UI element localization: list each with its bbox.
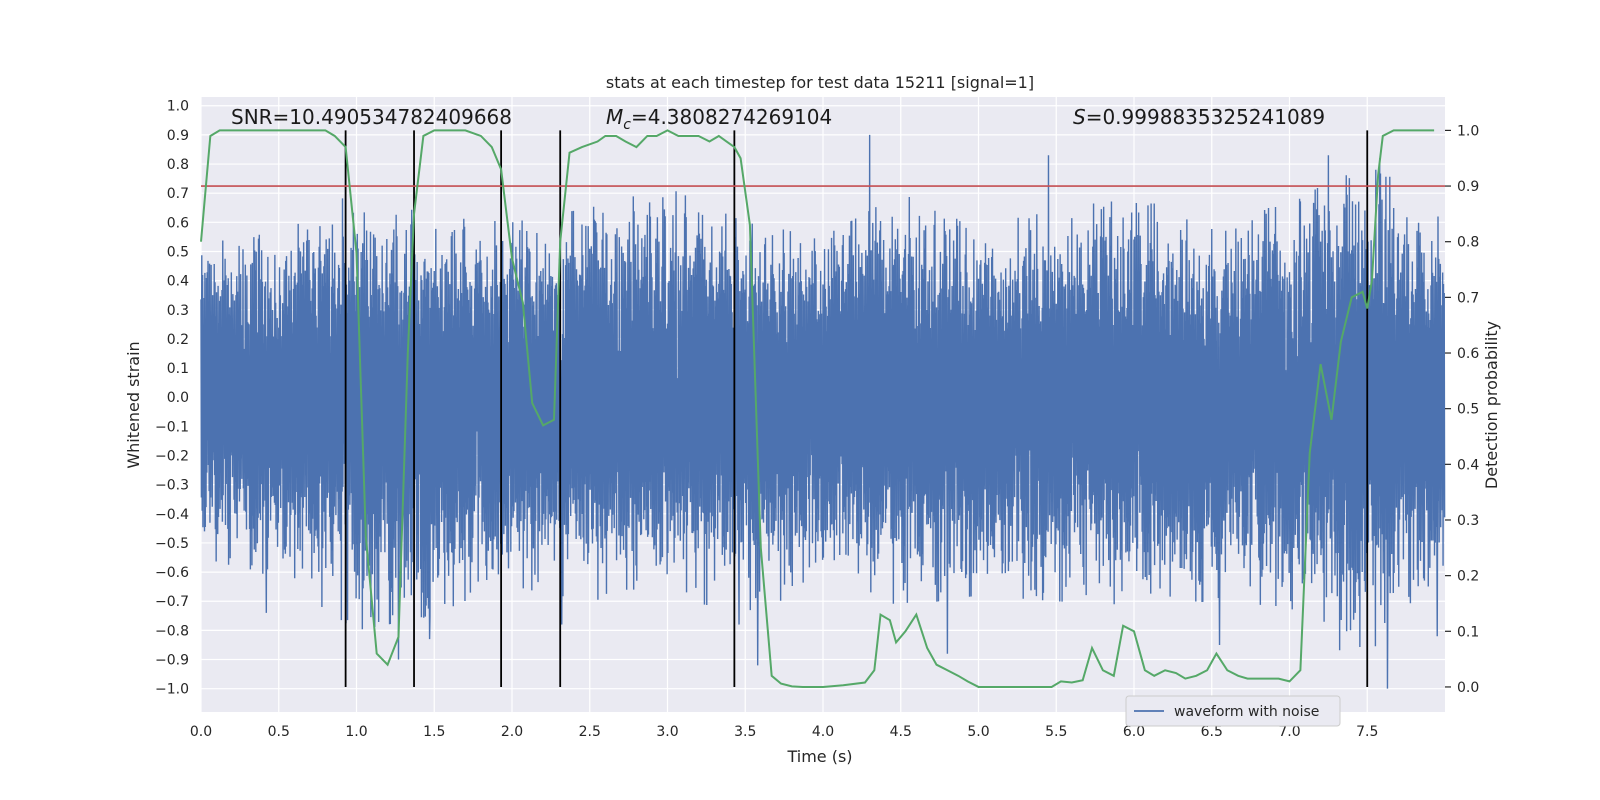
x-tick-label: 2.0 <box>501 724 523 740</box>
chirp-mass-subscript: c <box>623 117 631 133</box>
statistic-value: =0.9998835325241089 <box>1086 105 1325 129</box>
y-right-tick-label: 0.5 <box>1457 402 1479 418</box>
y-left-tick-label: −0.2 <box>155 449 189 465</box>
y-right-tick-label: 0.6 <box>1457 346 1479 362</box>
x-tick-label: 6.5 <box>1201 724 1223 740</box>
y-left-tick-label: −1.0 <box>155 682 189 698</box>
x-tick-label: 1.0 <box>345 724 367 740</box>
x-axis-label: Time (s) <box>786 747 852 766</box>
snr-annotation: SNR=10.490534782409668 <box>231 105 512 129</box>
statistic-symbol: S <box>1073 105 1086 129</box>
waveform-line <box>200 134 1446 689</box>
y-left-axis-ticks: 1.0 0.9 0.8 0.7 0.6 0.5 0.4 0.3 0.2 0.1 0.0 −0.1 −0.… <box>155 99 189 698</box>
x-tick-label: 5.0 <box>967 724 989 740</box>
y-right-tick-label: 0.9 <box>1457 179 1479 195</box>
legend-label: waveform with noise <box>1174 704 1319 720</box>
y-left-axis-label: Whitened strain <box>124 341 143 468</box>
y-left-tick-label: −0.4 <box>155 507 189 523</box>
y-right-tick-label: 0.7 <box>1457 290 1479 306</box>
x-tick-label: 3.5 <box>734 724 756 740</box>
y-left-tick-label: 0.9 <box>167 128 189 144</box>
y-left-tick-label: −0.7 <box>155 594 189 610</box>
y-left-tick-label: 0.0 <box>167 390 189 406</box>
y-left-tick-label: 0.2 <box>167 332 189 348</box>
x-tick-label: 0.0 <box>190 724 212 740</box>
chirp-mass-symbol: M <box>606 105 623 129</box>
y-right-axis-ticks: 1.0 0.9 0.8 0.7 0.6 0.5 0.4 0.3 0.2 0.1 0.0 <box>1445 123 1479 696</box>
y-left-tick-label: −0.9 <box>155 653 189 669</box>
legend: waveform with noise <box>1125 695 1341 727</box>
y-right-tick-label: 0.3 <box>1457 513 1479 529</box>
y-right-tick-label: 0.0 <box>1457 680 1479 696</box>
y-left-tick-label: −0.8 <box>155 623 189 639</box>
x-tick-label: 7.0 <box>1278 724 1300 740</box>
y-left-tick-label: 0.1 <box>167 361 189 377</box>
x-tick-label: 4.5 <box>890 724 912 740</box>
y-right-tick-label: 0.1 <box>1457 624 1479 640</box>
y-right-tick-label: 0.8 <box>1457 235 1479 251</box>
y-right-tick-label: 0.4 <box>1457 457 1479 473</box>
y-left-tick-label: 1.0 <box>167 99 189 115</box>
y-left-tick-label: 0.3 <box>167 303 189 319</box>
y-left-tick-label: −0.6 <box>155 565 189 581</box>
y-left-tick-label: 0.8 <box>167 157 189 173</box>
x-axis-ticks: 0.0 0.5 1.0 1.5 2.0 2.5 3.0 3.5 4.0 4.5 5.0 5.5 6.0 6… <box>190 724 1379 740</box>
probability-line <box>200 129 1435 688</box>
y-left-tick-label: 0.5 <box>167 244 189 260</box>
chart-title: stats at each timestep for test data 152… <box>606 73 1034 92</box>
y-right-tick-label: 0.2 <box>1457 569 1479 585</box>
x-tick-label: 1.5 <box>423 724 445 740</box>
x-tick-label: 0.5 <box>268 724 290 740</box>
chirp-mass-annotation: Mc=4.3808274269104 <box>606 105 832 133</box>
x-tick-label: 5.5 <box>1045 724 1067 740</box>
y-right-tick-label: 1.0 <box>1457 123 1479 139</box>
x-tick-label: 3.0 <box>656 724 678 740</box>
y-left-tick-label: −0.3 <box>155 478 189 494</box>
y-left-tick-label: −0.1 <box>155 419 189 435</box>
y-left-tick-label: 0.4 <box>167 274 189 290</box>
x-tick-label: 4.0 <box>812 724 834 740</box>
y-right-axis-label: Detection probability <box>1482 321 1501 489</box>
detection-statistic-annotation: S=0.9998835325241089 <box>1073 105 1325 129</box>
chirp-mass-value: =4.3808274269104 <box>631 105 832 129</box>
y-left-tick-label: 0.6 <box>167 215 189 231</box>
x-tick-label: 7.5 <box>1356 724 1378 740</box>
y-left-tick-label: 0.7 <box>167 186 189 202</box>
legend-box <box>1125 695 1341 727</box>
y-left-tick-label: −0.5 <box>155 536 189 552</box>
x-tick-label: 2.5 <box>579 724 601 740</box>
x-tick-label: 6.0 <box>1123 724 1145 740</box>
waveform-series <box>200 134 1446 689</box>
probability-series <box>200 129 1435 688</box>
